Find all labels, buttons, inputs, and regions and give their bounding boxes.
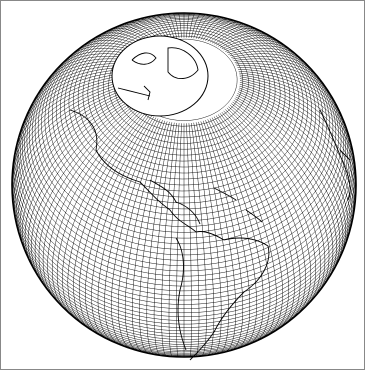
grid-line — [217, 114, 289, 334]
grid-line — [62, 304, 308, 353]
grid-line — [14, 214, 353, 328]
grid-line — [113, 30, 255, 138]
coastlines — [69, 47, 351, 361]
grid-line — [92, 21, 276, 162]
grid-line — [232, 56, 322, 82]
grid-line — [55, 297, 315, 351]
grid-line — [233, 100, 337, 282]
coast-pacific-sa — [175, 237, 187, 351]
grid-line — [77, 16, 291, 180]
grid-line — [108, 27, 260, 144]
grid-line — [62, 110, 145, 321]
grid-line — [215, 115, 283, 336]
grid-line — [38, 276, 327, 347]
grid-line — [111, 119, 161, 348]
grid-line — [97, 23, 271, 156]
grid-line — [87, 19, 281, 168]
grid-line — [238, 70, 350, 136]
grid-line — [42, 104, 139, 301]
cap-coast — [117, 47, 199, 101]
grid-line — [132, 121, 168, 353]
grid-line — [233, 58, 325, 86]
grid-line — [235, 96, 344, 266]
grid-line — [68, 14, 300, 192]
coast-europe-africa — [319, 109, 351, 201]
grid-line — [202, 120, 244, 351]
grid-line — [19, 93, 131, 249]
coast-caribbean — [149, 179, 263, 225]
grid-line — [239, 85, 355, 212]
grid-line — [56, 109, 143, 317]
grid-line — [34, 101, 136, 287]
grid-line — [124, 120, 166, 351]
grid-line — [27, 253, 343, 340]
grid-line — [12, 204, 355, 325]
grid-line — [18, 70, 130, 136]
grid-line — [73, 15, 295, 186]
grid-line — [207, 119, 257, 348]
grid-line — [33, 267, 333, 345]
grid-line — [43, 58, 135, 86]
grid-line — [239, 82, 357, 193]
grid-line — [46, 56, 136, 82]
grid-line — [60, 13, 308, 204]
grid-line — [229, 104, 326, 301]
grid-line — [225, 109, 312, 317]
grid-line — [69, 311, 301, 354]
grid-line — [11, 82, 129, 193]
grid-line — [215, 30, 265, 46]
coast-americas — [69, 109, 270, 361]
grid-line — [22, 243, 346, 338]
grid-line — [223, 110, 306, 321]
grid-line — [13, 151, 355, 301]
grid-line — [200, 121, 236, 353]
polar-cap — [111, 35, 209, 117]
grid-line — [24, 96, 133, 266]
grid-line — [237, 93, 349, 249]
globe-outline — [11, 12, 357, 358]
grid-line — [117, 120, 163, 349]
grid-line — [205, 120, 251, 349]
grid-line — [12, 168, 356, 309]
grid-line — [14, 140, 354, 296]
grid-line — [19, 233, 350, 335]
grid-line — [79, 114, 151, 334]
grid-line — [11, 176, 357, 314]
grid-line — [11, 187, 357, 317]
grid-line — [12, 157, 356, 305]
grid-line — [82, 17, 286, 174]
grid-line — [16, 222, 352, 332]
grid-line — [238, 89, 353, 231]
grid-line — [103, 25, 265, 150]
grid-line — [28, 258, 338, 343]
grid-line — [44, 285, 321, 349]
grid-line — [217, 32, 270, 47]
grid-line — [85, 115, 153, 336]
grid-line — [64, 13, 304, 198]
grid-line — [12, 197, 356, 321]
